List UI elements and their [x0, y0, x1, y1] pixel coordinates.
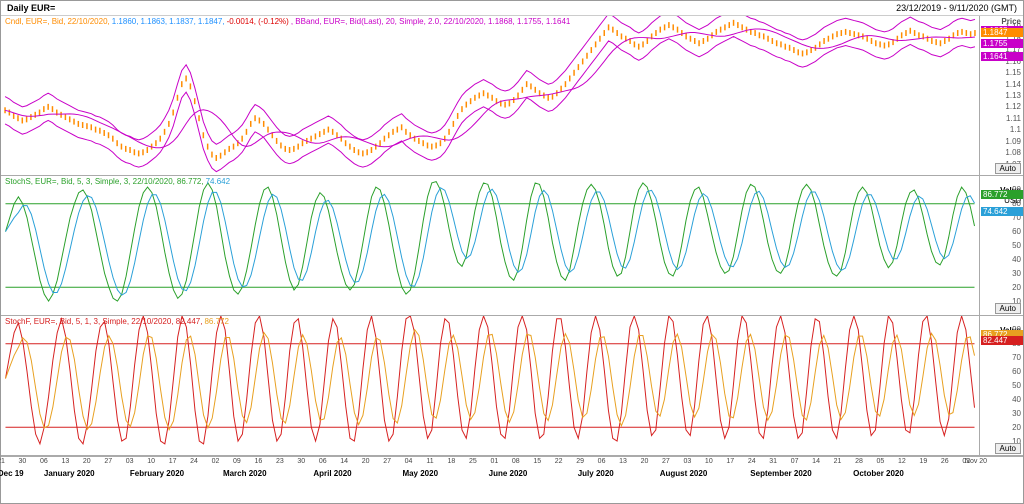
stochf-panel[interactable]: StochF,EUR=, Bid, 5, 1, 3, Simple, 22/10… [1, 316, 1023, 456]
auto-button[interactable]: Auto [995, 163, 1021, 174]
time-axis: 2130061320270310172402091623300614202704… [1, 456, 1023, 484]
price-panel-legend: Cndl,EUR=, Bid,22/10/2020,1.1860,1.1863,… [5, 17, 572, 26]
chart-container: Daily EUR= 23/12/2019 - 9/11/2020 (GMT) … [0, 0, 1024, 504]
auto-button[interactable]: Auto [995, 443, 1021, 454]
stochs-panel-legend: StochS,EUR=, Bid, 5, 3, Simple, 3, 22/10… [5, 177, 232, 186]
stochf-panel-legend: StochF,EUR=, Bid, 5, 1, 3, Simple, 22/10… [5, 317, 231, 326]
stochs-yaxis: Value USD 10203040506070809086.77274.642 [979, 176, 1023, 315]
auto-button[interactable]: Auto [995, 303, 1021, 314]
price-yaxis: Price 1.071.081.091.11.111.121.131.141.1… [979, 16, 1023, 175]
chart-title: Daily EUR= [7, 3, 55, 13]
stochf-plot[interactable] [1, 316, 979, 455]
stochs-plot[interactable] [1, 176, 979, 315]
stochs-panel[interactable]: StochS,EUR=, Bid, 5, 3, Simple, 3, 22/10… [1, 176, 1023, 316]
date-range: 23/12/2019 - 9/11/2020 (GMT) [896, 3, 1017, 13]
chart-header: Daily EUR= 23/12/2019 - 9/11/2020 (GMT) [1, 1, 1023, 16]
price-plot[interactable] [1, 16, 979, 175]
price-panel[interactable]: Cndl,EUR=, Bid,22/10/2020,1.1860,1.1863,… [1, 16, 1023, 176]
stochf-yaxis: Value USD 10203040506070809086.77282.447 [979, 316, 1023, 455]
